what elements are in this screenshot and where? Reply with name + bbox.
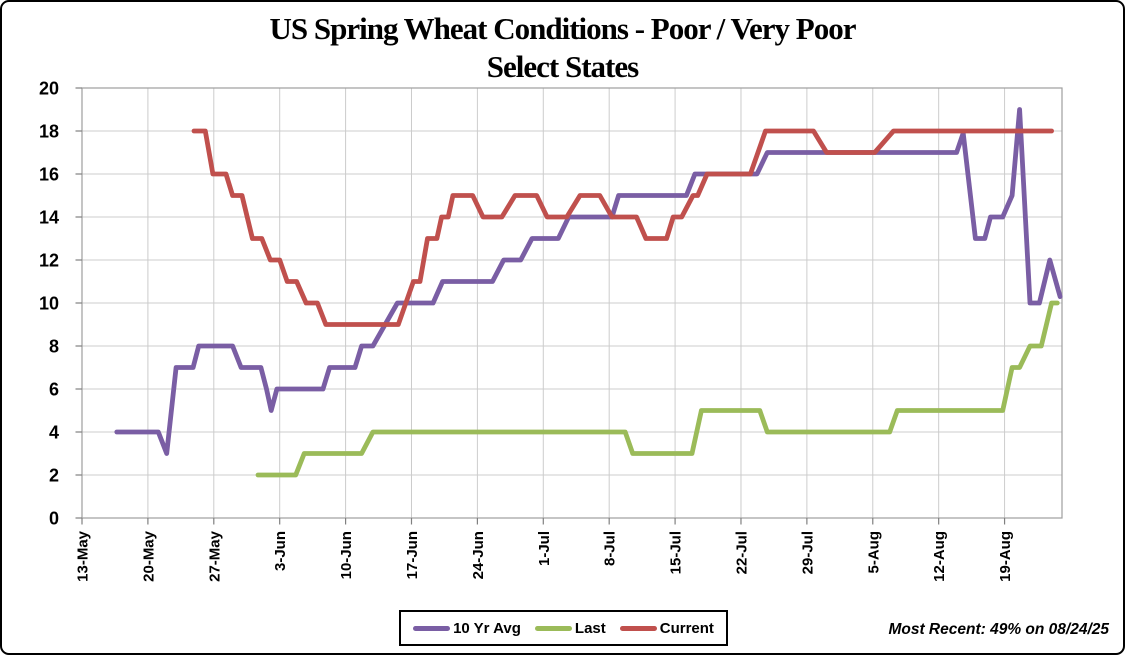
y-tick-label: 10 <box>39 294 59 314</box>
x-tick-label: 29-Jul <box>799 531 816 574</box>
x-tick-label: 27-May <box>206 530 223 582</box>
chart-title-line2: Select States <box>486 49 639 84</box>
chart-title-line1: US Spring Wheat Conditions - Poor / Very… <box>269 11 857 46</box>
x-tick-label: 10-Jun <box>338 531 355 579</box>
chart-title: US Spring Wheat Conditions - Poor / Very… <box>0 10 1125 86</box>
y-tick-label: 16 <box>39 165 59 185</box>
x-tick-label: 19-Aug <box>997 531 1014 582</box>
series-line-last <box>255 300 1060 478</box>
y-tick-label: 14 <box>39 208 59 228</box>
x-tick-label: 8-Jul <box>602 531 619 566</box>
legend-label-last: Last <box>574 619 606 637</box>
legend-item-10yr-avg: 10 Yr Avg <box>413 620 521 637</box>
legend-label-current: Current <box>659 619 714 637</box>
x-tick-label: 1-Jul <box>536 531 553 566</box>
current-line-swatch <box>619 625 657 631</box>
y-tick-label: 8 <box>49 337 59 357</box>
y-tick-label: 0 <box>49 509 59 529</box>
y-tick-label: 4 <box>49 423 59 443</box>
10yr-avg-line-swatch <box>413 625 451 631</box>
x-tick-label: 17-Jun <box>404 531 421 579</box>
x-tick-label: 20-May <box>140 530 157 582</box>
most-recent-note: Most Recent: 49% on 08/24/25 <box>888 621 1109 638</box>
series-line-current <box>191 128 1054 327</box>
x-tick-label: 22-Jul <box>733 531 750 574</box>
y-tick-label: 12 <box>39 251 59 271</box>
y-tick-label: 6 <box>49 380 59 400</box>
y-tick-label: 18 <box>39 122 59 142</box>
x-tick-label: 12-Aug <box>931 531 948 582</box>
x-tick-label: 3-Jun <box>272 531 289 571</box>
last-line-swatch <box>534 625 572 631</box>
series-line-10-yr-avg <box>114 107 1063 456</box>
legend-item-last: Last <box>534 619 606 637</box>
y-tick-label: 20 <box>39 79 59 99</box>
x-tick-label: 13-May <box>75 530 92 582</box>
legend: 10 Yr Avg Last Current <box>399 610 728 646</box>
y-tick-label: 2 <box>49 466 59 486</box>
x-tick-label: 5-Aug <box>865 531 882 574</box>
legend-item-current: Current <box>619 619 714 637</box>
legend-label-10yr-avg: 10 Yr Avg <box>453 619 521 637</box>
x-tick-label: 15-Jul <box>668 531 685 574</box>
x-tick-label: 24-Jun <box>470 531 487 579</box>
